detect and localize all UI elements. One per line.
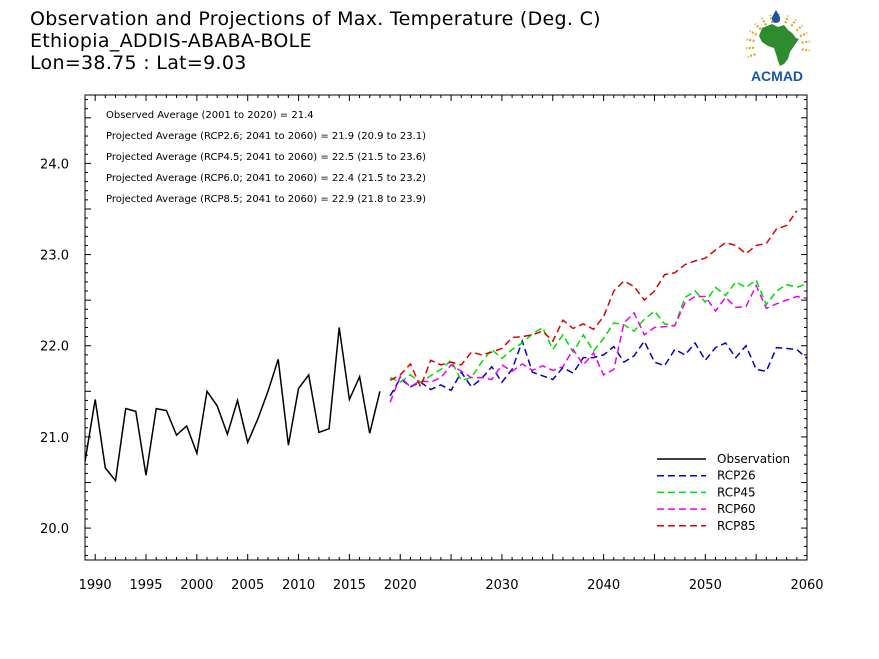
y-tick-label: 21.0 bbox=[40, 431, 69, 446]
chart-title: Observation and Projections of Max. Temp… bbox=[30, 8, 601, 30]
series-line-observation bbox=[84, 327, 381, 483]
x-tick-label: 1995 bbox=[129, 578, 162, 593]
series-line-rcp60 bbox=[389, 283, 808, 403]
x-axis-tick-labels: 1990 1995 2000 2005 2010 2015 2020 2030 2040 2050… bbox=[79, 578, 824, 593]
sun-ray bbox=[746, 46, 755, 50]
sun-ray bbox=[754, 22, 762, 31]
annotation-line: Projected Average (RCP6.0; 2041 to 2060)… bbox=[106, 173, 426, 184]
sun-ray bbox=[747, 53, 756, 58]
y-tick-label: 20.0 bbox=[40, 522, 69, 537]
series-line-rcp26 bbox=[389, 338, 808, 397]
x-tick-label: 2050 bbox=[689, 578, 722, 593]
x-tick-label: 2000 bbox=[180, 578, 213, 593]
series-line-rcp45 bbox=[389, 278, 808, 384]
legend-label: RCP45 bbox=[717, 485, 756, 499]
legend: Observation RCP26 RCP45 RCP60 RCP85 bbox=[657, 452, 790, 533]
sun-ray bbox=[746, 38, 755, 43]
axis-ticks bbox=[85, 95, 808, 560]
x-tick-label: 2015 bbox=[333, 578, 366, 593]
legend-label: RCP60 bbox=[717, 502, 756, 516]
y-axis-tick-labels: 20.0 21.0 22.0 23.0 24.0 bbox=[40, 157, 69, 537]
x-tick-label: 2020 bbox=[384, 578, 417, 593]
sun-ray bbox=[784, 15, 789, 24]
plot-frame bbox=[84, 94, 808, 561]
x-tick-label: 2010 bbox=[282, 578, 315, 593]
annotation-line: Observed Average (2001 to 2020) = 21.4 bbox=[106, 110, 314, 121]
legend-label: RCP26 bbox=[717, 469, 756, 483]
annotation-line: Projected Average (RCP8.5; 2041 to 2060)… bbox=[106, 194, 426, 205]
sun-ray bbox=[761, 17, 767, 26]
x-tick-label: 1990 bbox=[79, 578, 112, 593]
station-name: Ethiopia_ADDIS-ABABA-BOLE bbox=[30, 30, 312, 52]
africa-shape-icon bbox=[759, 24, 799, 66]
acmad-africa-logo-icon: ACMAD bbox=[746, 10, 810, 84]
y-tick-label: 22.0 bbox=[40, 340, 69, 355]
sun-ray bbox=[799, 31, 808, 38]
x-tick-label: 2060 bbox=[790, 578, 823, 593]
sun-ray bbox=[801, 48, 810, 52]
legend-label: Observation bbox=[717, 452, 790, 466]
sun-ray bbox=[795, 24, 804, 32]
legend-label: RCP85 bbox=[717, 519, 756, 533]
sun-ray bbox=[769, 14, 774, 23]
x-tick-label: 2005 bbox=[231, 578, 264, 593]
sun-ray bbox=[801, 40, 810, 44]
y-tick-label: 23.0 bbox=[40, 249, 69, 264]
title-block: Observation and Projections of Max. Temp… bbox=[30, 8, 601, 74]
series-line-rcp85 bbox=[389, 210, 798, 389]
series-group bbox=[84, 210, 808, 483]
annotation-group: Observed Average (2001 to 2020) = 21.4 Pr… bbox=[106, 110, 426, 205]
logo-text: ACMAD bbox=[751, 68, 803, 84]
water-drop-icon bbox=[772, 10, 780, 23]
sun-ray bbox=[749, 30, 758, 36]
station-coordinates: Lon=38.75 : Lat=9.03 bbox=[30, 52, 247, 74]
y-tick-label: 24.0 bbox=[40, 157, 69, 172]
sun-ray bbox=[790, 18, 797, 27]
annotation-line: Projected Average (RCP2.6; 2041 to 2060)… bbox=[106, 131, 426, 142]
annotation-line: Projected Average (RCP4.5; 2041 to 2060)… bbox=[106, 152, 426, 163]
x-tick-label: 2030 bbox=[485, 578, 518, 593]
x-tick-label: 2040 bbox=[587, 578, 620, 593]
